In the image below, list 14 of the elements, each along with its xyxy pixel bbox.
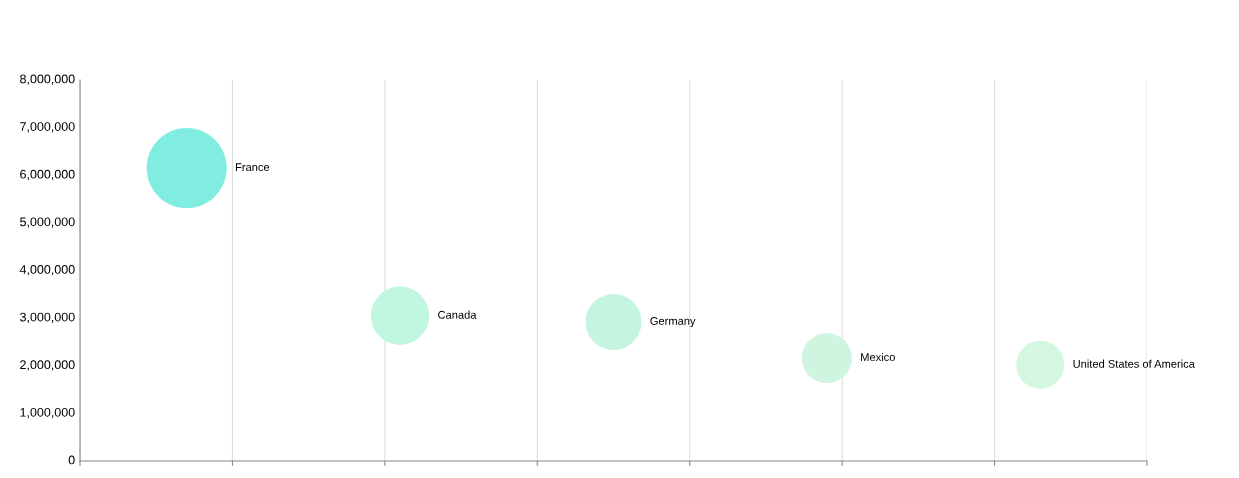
x-tick-label: Mexico xyxy=(861,352,895,362)
y-tick-label: 1,000,000 xyxy=(20,407,75,419)
y-tick-label: 8,000,000 xyxy=(20,74,75,85)
y-tick-label: 5,000,000 xyxy=(20,217,75,228)
y-tick-label: 0 xyxy=(68,455,75,465)
x-tick-label: Germany xyxy=(650,317,696,328)
y-tick-label: 6,000,000 xyxy=(20,169,75,181)
y-tick-label: 7,000,000 xyxy=(20,122,75,133)
y-tick-label: 4,000,000 xyxy=(19,265,75,276)
y-tick-label: 3,000,000 xyxy=(20,312,75,323)
x-tick-label: United States of America xyxy=(1073,359,1195,368)
x-tick-label: Canada xyxy=(438,310,477,319)
y-tick-label: 2,000,000 xyxy=(20,360,75,371)
x-tick-label: France xyxy=(235,163,270,172)
